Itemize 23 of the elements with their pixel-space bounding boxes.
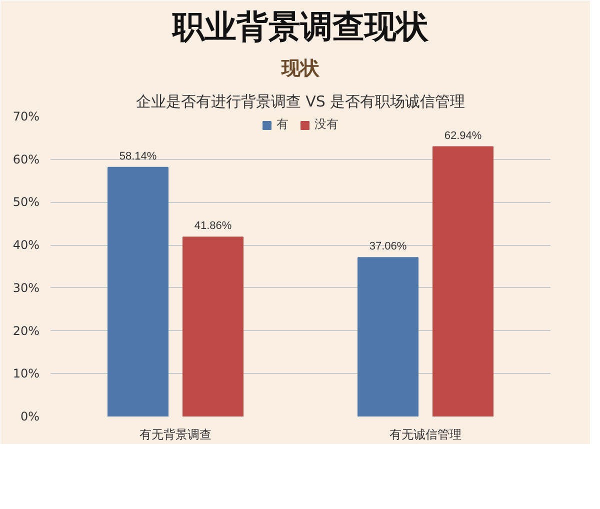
y-tick-label: 50% — [12, 195, 40, 210]
data-label: 41.86% — [194, 220, 232, 232]
y-tick-label: 40% — [12, 238, 40, 252]
bar — [182, 236, 244, 416]
data-label: 62.94% — [444, 130, 482, 142]
data-label: 58.14% — [119, 150, 157, 162]
bar — [108, 166, 168, 416]
chart-subtitle: 现状 — [280, 58, 320, 80]
bar — [432, 146, 494, 416]
y-tick-label: 30% — [12, 280, 40, 295]
y-tick-label: 60% — [12, 152, 40, 166]
data-label: 37.06% — [369, 240, 407, 253]
y-tick-label: 70% — [12, 110, 40, 124]
chart-title: 职业背景调查现状 — [172, 8, 430, 46]
legend-label: 有 — [276, 116, 290, 133]
text: 企业是否有进行背景调查 VS 是否有职场诚信管理 — [136, 92, 466, 110]
y-tick-label: 0% — [20, 410, 40, 424]
x-tick-label: 有无诚信管理 — [390, 428, 462, 442]
y-tick-label: 10% — [12, 366, 40, 381]
bar — [358, 257, 418, 416]
legend-label: 没有 — [314, 116, 338, 133]
y-tick-label: 20% — [12, 324, 40, 338]
x-tick-label: 有无背景调查 — [140, 428, 212, 442]
